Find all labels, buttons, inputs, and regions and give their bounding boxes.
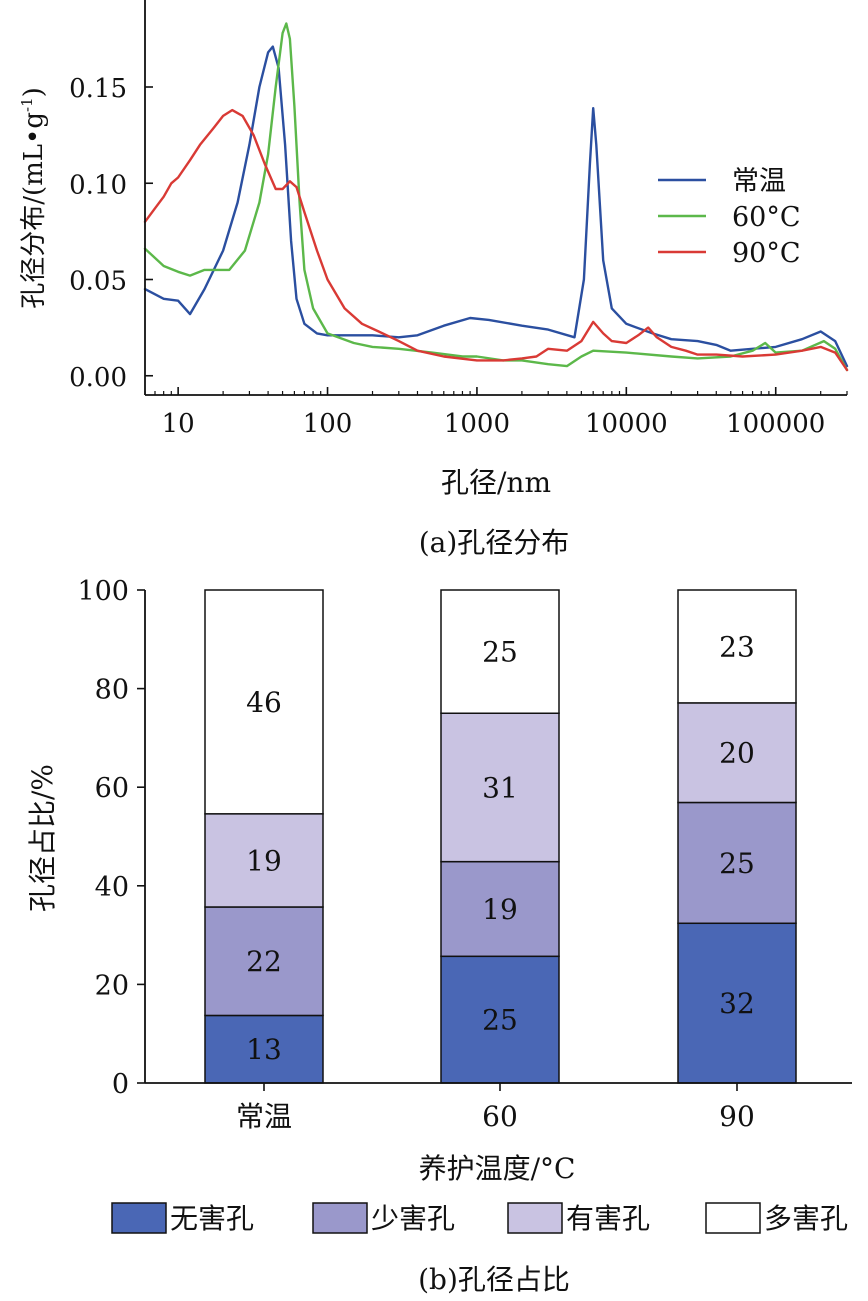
bar-value-label: 25	[482, 1004, 518, 1037]
b-y-tick-label: 20	[95, 970, 129, 1001]
bar-value-label: 19	[482, 893, 518, 926]
b-x-axis-label: 养护温度/°C	[419, 1152, 576, 1185]
b-legend: 无害孔 少害孔 有害孔 多害孔	[111, 1202, 848, 1235]
b-caption: (b)孔径占比	[418, 1263, 570, 1296]
a-x-tick-label: 10000	[585, 409, 668, 439]
series-line-2	[143, 108, 849, 372]
legend-label: 无害孔	[170, 1202, 254, 1235]
bar-segment	[677, 922, 797, 1084]
bar-segment	[440, 589, 560, 714]
a-x-tick-label: 100000	[726, 409, 825, 439]
legend-swatch	[111, 1202, 167, 1234]
b-y-ticks: 0 20 40 60 80 100	[77, 576, 145, 1100]
bar-stack-group: 13 22 19 46 25 19 31 25 32 25 20 23	[204, 589, 797, 1084]
bar-value-label: 31	[482, 771, 518, 804]
a-y-tick-label: 0.15	[69, 74, 127, 104]
bar-value-label: 46	[246, 686, 282, 719]
bar-segment	[204, 813, 324, 908]
bar-value-label: 25	[482, 636, 518, 669]
a-x-axis-label: 孔径/nm	[441, 466, 551, 499]
b-y-tick-label: 100	[77, 576, 129, 607]
bar-segment	[204, 1014, 324, 1084]
a-legend: 常温 60°C 90°C	[658, 166, 801, 269]
a-y-axis-label-main: 孔径分布/(mL•g	[19, 112, 49, 309]
a-x-tick-label: 1000	[444, 409, 510, 439]
legend-label: 有害孔	[566, 1202, 650, 1235]
a-y-ticks: 0.00 0.05 0.10 0.15	[69, 74, 153, 393]
bar-value-label: 32	[719, 987, 755, 1020]
a-y-axis-label: 孔径分布/(mL•g-1)	[18, 87, 49, 309]
a-x-ticks: 10 100 1000 10000 100000	[144, 387, 848, 439]
bar-value-label: 19	[246, 844, 282, 877]
a-y-tick-label: 0.00	[69, 363, 127, 393]
bar-value-label: 23	[719, 630, 755, 663]
b-y-tick-label: 0	[112, 1069, 129, 1100]
a-y-axis-label-sup: -1	[18, 97, 36, 112]
bar-value-label: 22	[246, 945, 282, 978]
b-x-tick-label: 60	[482, 1100, 518, 1133]
a-x-tick-label: 100	[303, 409, 353, 439]
series-line-0	[143, 45, 849, 368]
bar-value-label: 20	[719, 737, 755, 770]
legend-swatch	[312, 1202, 368, 1234]
a-y-axis-label-close: )	[19, 87, 49, 97]
b-x-tick-label: 常温	[236, 1100, 292, 1133]
a-y-tick-label: 0.05	[69, 267, 127, 297]
b-y-tick-label: 40	[95, 872, 129, 903]
b-y-axis-label: 孔径占比/%	[26, 764, 59, 912]
bar-segment	[440, 712, 560, 863]
bar-chart-panel: 13 22 19 46 25 19 31 25 32 25 20 23 0 20 40 60 80 100 常温…	[26, 576, 852, 1296]
b-y-tick-label: 60	[95, 773, 129, 804]
bar-segment	[677, 801, 797, 925]
bar-segment	[677, 702, 797, 804]
legend-label-1: 60°C	[732, 202, 801, 233]
legend-label-2: 90°C	[732, 238, 801, 269]
b-x-ticks: 常温 60 90	[236, 1083, 755, 1133]
line-series-group	[143, 22, 849, 372]
a-caption: (a)孔径分布	[419, 526, 570, 559]
legend-label-0: 常温	[732, 166, 786, 197]
legend-label: 少害孔	[371, 1202, 455, 1235]
legend-swatch	[705, 1202, 761, 1234]
bar-segment	[204, 589, 324, 815]
bar-segment	[677, 589, 797, 704]
line-chart-panel: 0.00 0.05 0.10 0.15 10 100 1000 10000 100000 孔径…	[18, 0, 849, 559]
a-y-tick-label: 0.10	[69, 170, 127, 200]
bar-value-label: 25	[719, 847, 755, 880]
bar-value-label: 13	[246, 1033, 282, 1066]
bar-segment	[440, 860, 560, 958]
a-x-tick-label: 10	[162, 409, 195, 439]
b-y-tick-label: 80	[95, 675, 129, 706]
b-x-tick-label: 90	[719, 1100, 755, 1133]
bar-segment	[440, 955, 560, 1084]
legend-label: 多害孔	[764, 1202, 848, 1235]
bar-segment	[204, 906, 324, 1017]
legend-swatch	[507, 1202, 563, 1234]
